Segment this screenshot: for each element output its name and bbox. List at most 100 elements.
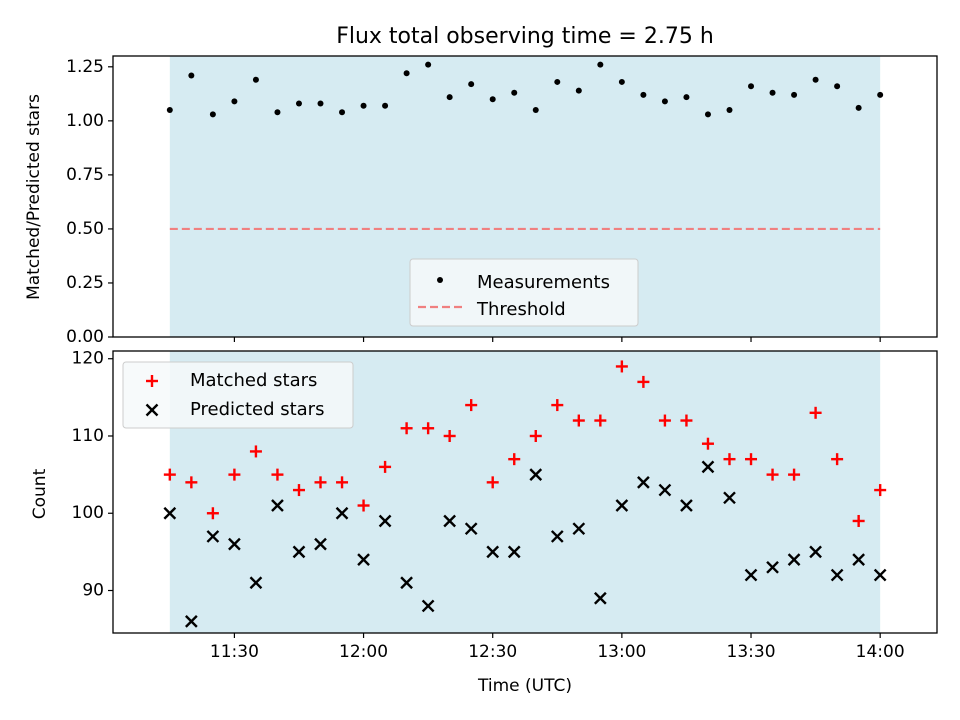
bottom-ylabel: Count [30, 468, 50, 519]
matched-star-point [271, 468, 284, 481]
predicted-star-point [271, 499, 284, 512]
bottom-ytick-label: 110 [72, 426, 104, 446]
matched-star-point [228, 468, 241, 481]
legend-matched-marker [146, 375, 158, 387]
matched-star-point [766, 468, 779, 481]
measurement-point [640, 91, 647, 98]
measurement-point [209, 111, 216, 118]
matched-star-point [594, 414, 607, 427]
matched-star-point [336, 476, 349, 489]
measurement-point [360, 102, 367, 109]
measurement-point [532, 107, 539, 114]
matched-star-point [443, 429, 456, 442]
predicted-star-point [292, 545, 306, 559]
measurement-point [468, 81, 475, 88]
predicted-star-point [766, 560, 779, 574]
bottom-ytick-label: 90 [82, 581, 104, 601]
matched-star-point [615, 360, 628, 373]
measurement-point [339, 109, 346, 116]
matched-star-point [292, 484, 305, 497]
legend-matched-plus [146, 375, 158, 387]
measurement-point [877, 91, 884, 98]
predicted-star-point [852, 553, 865, 566]
matched-star-point [206, 507, 219, 520]
measurement-point [274, 109, 281, 116]
matched-star-point [314, 476, 327, 489]
measurement-point [834, 83, 841, 90]
predicted-star-point [443, 514, 457, 528]
matched-star-point [163, 468, 176, 481]
matched-star-point [658, 414, 671, 427]
predicted-star-point [550, 530, 564, 543]
matched-star-point [831, 453, 844, 466]
matched-star-point [185, 476, 198, 489]
measurement-point [382, 102, 389, 109]
measurement-point [511, 89, 518, 96]
matched-star-point [874, 484, 887, 497]
matched-star-point [357, 499, 370, 512]
chart-title: Flux total observing time = 2.75 h [336, 24, 714, 49]
matched-star-point [637, 375, 650, 388]
measurement-point [618, 78, 625, 85]
measurement-point [554, 78, 561, 85]
legend-threshold-label: Threshold [476, 299, 566, 320]
legend-predicted-cross [145, 403, 159, 417]
measurement-point [489, 96, 496, 103]
measurement-point [855, 104, 862, 111]
legend-matched-label: Matched stars [190, 370, 317, 391]
x-tick-label: 13:00 [597, 642, 646, 662]
predicted-star-point [615, 499, 629, 512]
top-ylabel: Matched/Predicted stars [24, 94, 44, 300]
matched-star-point [249, 445, 262, 458]
x-tick-label: 13:30 [727, 642, 776, 662]
predicted-star-point [680, 499, 693, 512]
matched-star-point [400, 422, 413, 435]
bottom-plot-frame [112, 350, 938, 634]
measurement-point [597, 61, 604, 68]
measurement-point [726, 107, 733, 114]
matched-star-point [701, 437, 714, 450]
measurement-point [748, 83, 755, 90]
predicted-star-point [744, 568, 758, 582]
predicted-star-point [637, 475, 650, 489]
legend-measurements-marker [437, 277, 443, 283]
measurement-point [231, 98, 238, 105]
matched-star-point [788, 468, 801, 481]
bottom-panel: 90 100 110 120 11:30 12:00 12:30 13:00 13:30 14:… [30, 349, 938, 696]
predicted-star-point [185, 615, 198, 628]
matched-star-point [809, 406, 822, 419]
predicted-star-point [314, 537, 327, 551]
matched-star-point [508, 453, 521, 466]
top-panel: 0.00 0.25 0.50 0.75 1.00 1.25 Matched/Predict… [24, 55, 938, 347]
matched-star-point [680, 414, 693, 427]
matched-star-point [572, 414, 585, 427]
measurement-point [791, 91, 798, 98]
predicted-star-point [249, 576, 263, 590]
predicted-star-point [529, 468, 543, 481]
x-tick-label: 11:30 [210, 642, 259, 662]
predicted-star-point [658, 483, 672, 497]
predicted-star-point [400, 576, 413, 590]
predicted-star-point [464, 522, 478, 536]
measurement-point [317, 100, 324, 107]
legend-predicted-marker [145, 403, 159, 417]
legend-predicted-label: Predicted stars [190, 399, 324, 420]
top-ytick-label: 0.25 [66, 273, 104, 293]
measurement-point [683, 94, 690, 101]
predicted-star-point [486, 545, 500, 559]
matched-star-point [852, 514, 865, 527]
bottom-legend: Matched stars Predicted stars [122, 361, 354, 429]
matched-star-point [529, 429, 542, 442]
measurement-point [446, 94, 453, 101]
predicted-star-point [206, 530, 220, 543]
matched-star-point [379, 460, 392, 473]
predicted-star-point [335, 506, 349, 520]
measurement-point [661, 98, 668, 105]
measurement-point [295, 100, 302, 107]
x-tick-label: 12:00 [339, 642, 388, 662]
measurement-point [403, 70, 410, 77]
measurement-point [769, 89, 776, 96]
bottom-ytick-label: 100 [72, 503, 104, 523]
predicted-star-point [163, 506, 177, 520]
